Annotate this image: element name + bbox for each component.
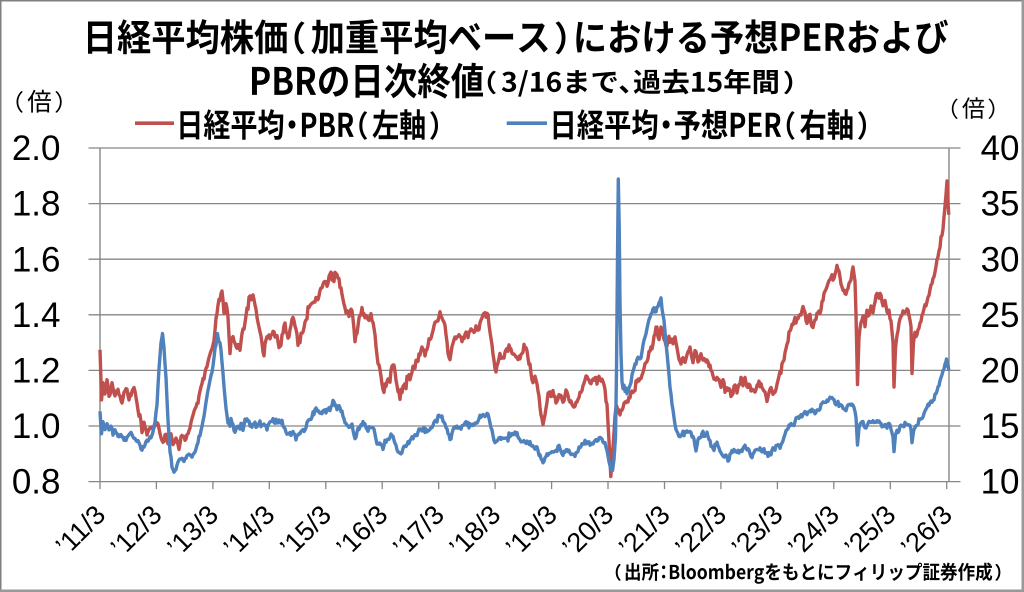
svg-text:’14/3: ’14/3	[218, 500, 281, 563]
svg-text:’21/3: ’21/3	[613, 500, 676, 563]
svg-text:’16/3: ’16/3	[331, 500, 394, 563]
svg-text:1.0: 1.0	[12, 407, 61, 446]
svg-text:’17/3: ’17/3	[387, 500, 450, 563]
svg-text:40: 40	[981, 129, 1020, 168]
svg-text:1.4: 1.4	[12, 296, 61, 335]
svg-text:0.8: 0.8	[12, 463, 61, 502]
svg-text:’11/3: ’11/3	[50, 500, 111, 561]
svg-text:1.6: 1.6	[12, 240, 61, 279]
svg-text:’26/3: ’26/3	[895, 500, 958, 563]
svg-text:1.2: 1.2	[12, 352, 61, 391]
svg-text:’19/3: ’19/3	[500, 500, 563, 563]
svg-text:’20/3: ’20/3	[557, 500, 620, 563]
svg-text:’13/3: ’13/3	[162, 500, 225, 563]
svg-text:2.0: 2.0	[12, 129, 61, 168]
svg-text:30: 30	[981, 240, 1020, 279]
svg-text:35: 35	[981, 185, 1020, 224]
svg-text:’18/3: ’18/3	[444, 500, 507, 563]
svg-text:25: 25	[981, 296, 1020, 335]
svg-text:’24/3: ’24/3	[782, 500, 845, 563]
svg-text:1.8: 1.8	[12, 185, 61, 224]
svg-text:’12/3: ’12/3	[105, 500, 168, 563]
svg-text:20: 20	[981, 352, 1020, 391]
svg-text:’25/3: ’25/3	[839, 500, 902, 563]
svg-text:15: 15	[981, 407, 1020, 446]
svg-text:’23/3: ’23/3	[726, 500, 789, 563]
svg-text:10: 10	[981, 463, 1020, 502]
svg-text:’22/3: ’22/3	[670, 500, 733, 563]
svg-text:’15/3: ’15/3	[274, 500, 337, 563]
